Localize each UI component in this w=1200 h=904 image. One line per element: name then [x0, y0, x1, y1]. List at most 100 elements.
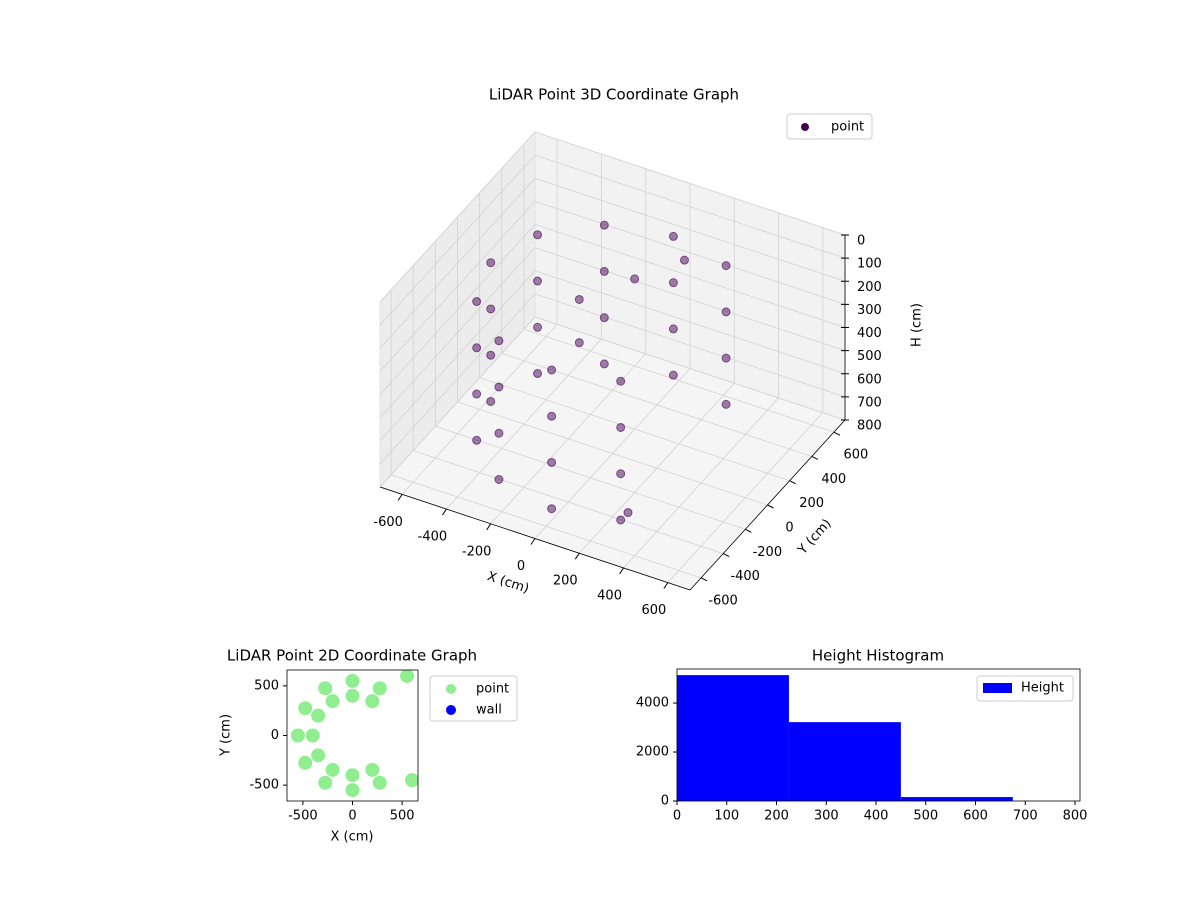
point [679, 255, 689, 265]
y-tick [745, 528, 752, 533]
point [318, 775, 333, 790]
x-tick-label: -500 [288, 809, 318, 824]
legend-marker [446, 705, 456, 715]
point [345, 688, 360, 703]
point [721, 307, 731, 317]
point [547, 411, 557, 421]
x-tick-label: 0 [517, 559, 525, 574]
y-tick-label: 0 [661, 794, 669, 809]
z-tick-label: 300 [857, 303, 882, 318]
grid-line [379, 131, 536, 303]
point [547, 457, 557, 467]
x-tick-label: 200 [553, 574, 578, 589]
x-tick-label: 0 [673, 809, 681, 824]
point [472, 389, 482, 399]
point [721, 353, 731, 363]
y-tick [833, 431, 841, 436]
grid-line [534, 316, 846, 421]
x-tick [530, 538, 536, 545]
x-tick-label: 500 [390, 809, 415, 824]
point [668, 278, 678, 288]
y-tick-label: 2000 [636, 745, 669, 760]
bar [788, 722, 901, 801]
point [533, 369, 543, 379]
x-tick-label: 200 [764, 809, 789, 824]
point [599, 220, 609, 230]
z-tick-label: 0 [857, 234, 865, 249]
y-tick [789, 480, 796, 485]
axes-frame [676, 668, 1081, 802]
point [318, 681, 333, 696]
point [721, 399, 731, 409]
y-tick [700, 577, 708, 582]
y-tick-label: 600 [844, 448, 869, 463]
x-tick-label: 600 [641, 603, 666, 618]
point [721, 261, 731, 271]
z-tick-label: 700 [857, 395, 882, 410]
x-tick-label: -400 [418, 530, 448, 545]
y-tick-label: -400 [730, 569, 760, 584]
grid-line [435, 425, 746, 530]
grid-line [534, 224, 846, 328]
point [623, 508, 633, 518]
y-tick-label: 0 [271, 728, 279, 743]
grid-line [379, 177, 536, 349]
bar [677, 675, 789, 801]
point [533, 322, 543, 332]
z-tick-label: 600 [857, 372, 882, 387]
grid-line [457, 401, 768, 506]
grid-line [523, 328, 835, 433]
legend-label: point [476, 682, 509, 697]
grid-line [534, 270, 846, 375]
point [668, 324, 678, 334]
grid-line [379, 316, 536, 488]
grid-line [534, 293, 846, 398]
point [547, 504, 557, 514]
point [311, 748, 326, 763]
point [533, 230, 543, 240]
grid-line [479, 377, 790, 482]
x-tick [486, 523, 492, 531]
legend-patch [983, 683, 1012, 693]
y-tick-label: -200 [753, 545, 783, 560]
point [630, 274, 640, 284]
y-tick-label: 200 [799, 496, 824, 511]
point [668, 231, 678, 241]
point [405, 773, 418, 788]
y-tick-label: 0 [785, 521, 793, 536]
x-tick-label: 700 [1013, 809, 1038, 824]
point [616, 376, 626, 386]
x-tick [574, 552, 580, 560]
chart-title: Height Histogram [812, 647, 944, 665]
grid-line [534, 131, 846, 236]
grid-line [379, 224, 536, 395]
x-tick [663, 582, 669, 589]
grid-line [379, 293, 536, 465]
legend-label: point [831, 120, 864, 135]
plot-area [290, 670, 418, 798]
point [533, 276, 543, 286]
point [472, 435, 482, 445]
y-tick-label: 400 [821, 472, 846, 487]
y-tick-label: 4000 [636, 696, 669, 711]
point [400, 670, 415, 683]
x-tick [397, 494, 403, 501]
point [668, 370, 678, 380]
y-tick [811, 455, 819, 460]
x-tick-label: -200 [462, 544, 492, 559]
point [325, 694, 340, 709]
legend-box [786, 113, 873, 140]
grid-line [390, 474, 702, 579]
axis-line [689, 419, 846, 591]
point [486, 396, 496, 406]
y-axis-label: Y (cm) [219, 714, 234, 757]
chart-title: LiDAR Point 2D Coordinate Graph [227, 647, 477, 665]
point [616, 422, 626, 432]
x-tick-label: 400 [597, 588, 622, 603]
point [472, 343, 482, 353]
grid-line [379, 154, 536, 326]
point [486, 258, 496, 268]
y-axis-label: Y (cm) [795, 516, 835, 558]
x-tick [442, 508, 447, 516]
